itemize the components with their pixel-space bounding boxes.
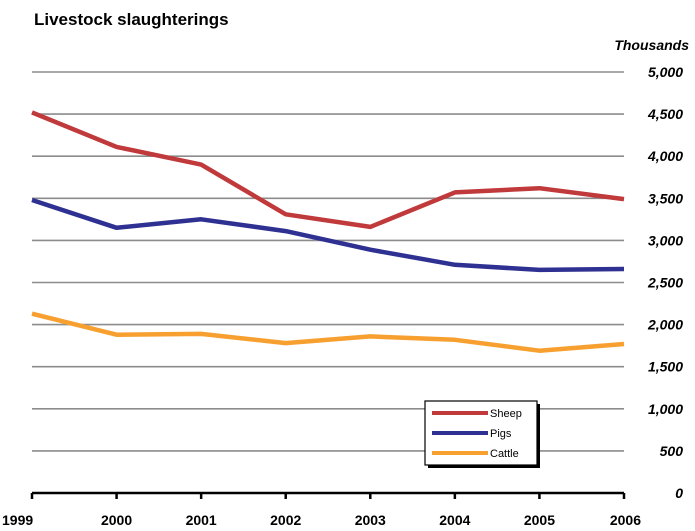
x-tick-label: 2002 bbox=[270, 512, 301, 528]
x-tick-label: 2006 bbox=[610, 512, 641, 528]
legend-label-sheep: Sheep bbox=[490, 408, 522, 420]
y-tick-label: 0 bbox=[675, 485, 683, 501]
y-tick-label: 3,500 bbox=[648, 190, 683, 206]
y-axis-unit-label: Thousands bbox=[614, 37, 689, 53]
y-tick-label: 1,500 bbox=[648, 359, 683, 375]
grid-lines bbox=[32, 71, 624, 452]
y-tick-label: 500 bbox=[660, 443, 684, 459]
x-tick-labels: 1999 2000 2001 2002 2003 2004 2005 2006 bbox=[2, 512, 641, 528]
axes bbox=[30, 491, 626, 499]
legend: Sheep Pigs Cattle bbox=[424, 400, 540, 468]
series-line-sheep bbox=[31, 110, 625, 230]
y-tick-labels: 0 500 1,000 1,500 2,000 2,500 3,000 3,500 4,000 4… bbox=[647, 64, 683, 501]
series-line-pigs bbox=[31, 197, 625, 273]
x-tick-label: 1999 bbox=[2, 512, 33, 528]
x-tick-label: 2004 bbox=[439, 512, 470, 528]
x-tick-label: 2000 bbox=[101, 512, 132, 528]
y-tick-label: 2,500 bbox=[647, 275, 683, 291]
y-tick-label: 3,000 bbox=[648, 232, 683, 248]
chart-title: Livestock slaughterings bbox=[34, 10, 229, 29]
y-tick-label: 4,500 bbox=[647, 106, 683, 122]
legend-label-cattle: Cattle bbox=[490, 448, 519, 460]
x-tick-label: 2003 bbox=[355, 512, 386, 528]
y-tick-label: 1,000 bbox=[648, 401, 683, 417]
series-lines bbox=[31, 110, 625, 353]
legend-label-pigs: Pigs bbox=[490, 428, 512, 440]
series-line-cattle bbox=[31, 311, 625, 353]
y-tick-label: 5,000 bbox=[648, 64, 683, 80]
x-tick-label: 2005 bbox=[524, 512, 555, 528]
y-tick-label: 2,000 bbox=[647, 317, 683, 333]
x-tick-label: 2001 bbox=[186, 512, 217, 528]
y-tick-label: 4,000 bbox=[647, 148, 683, 164]
